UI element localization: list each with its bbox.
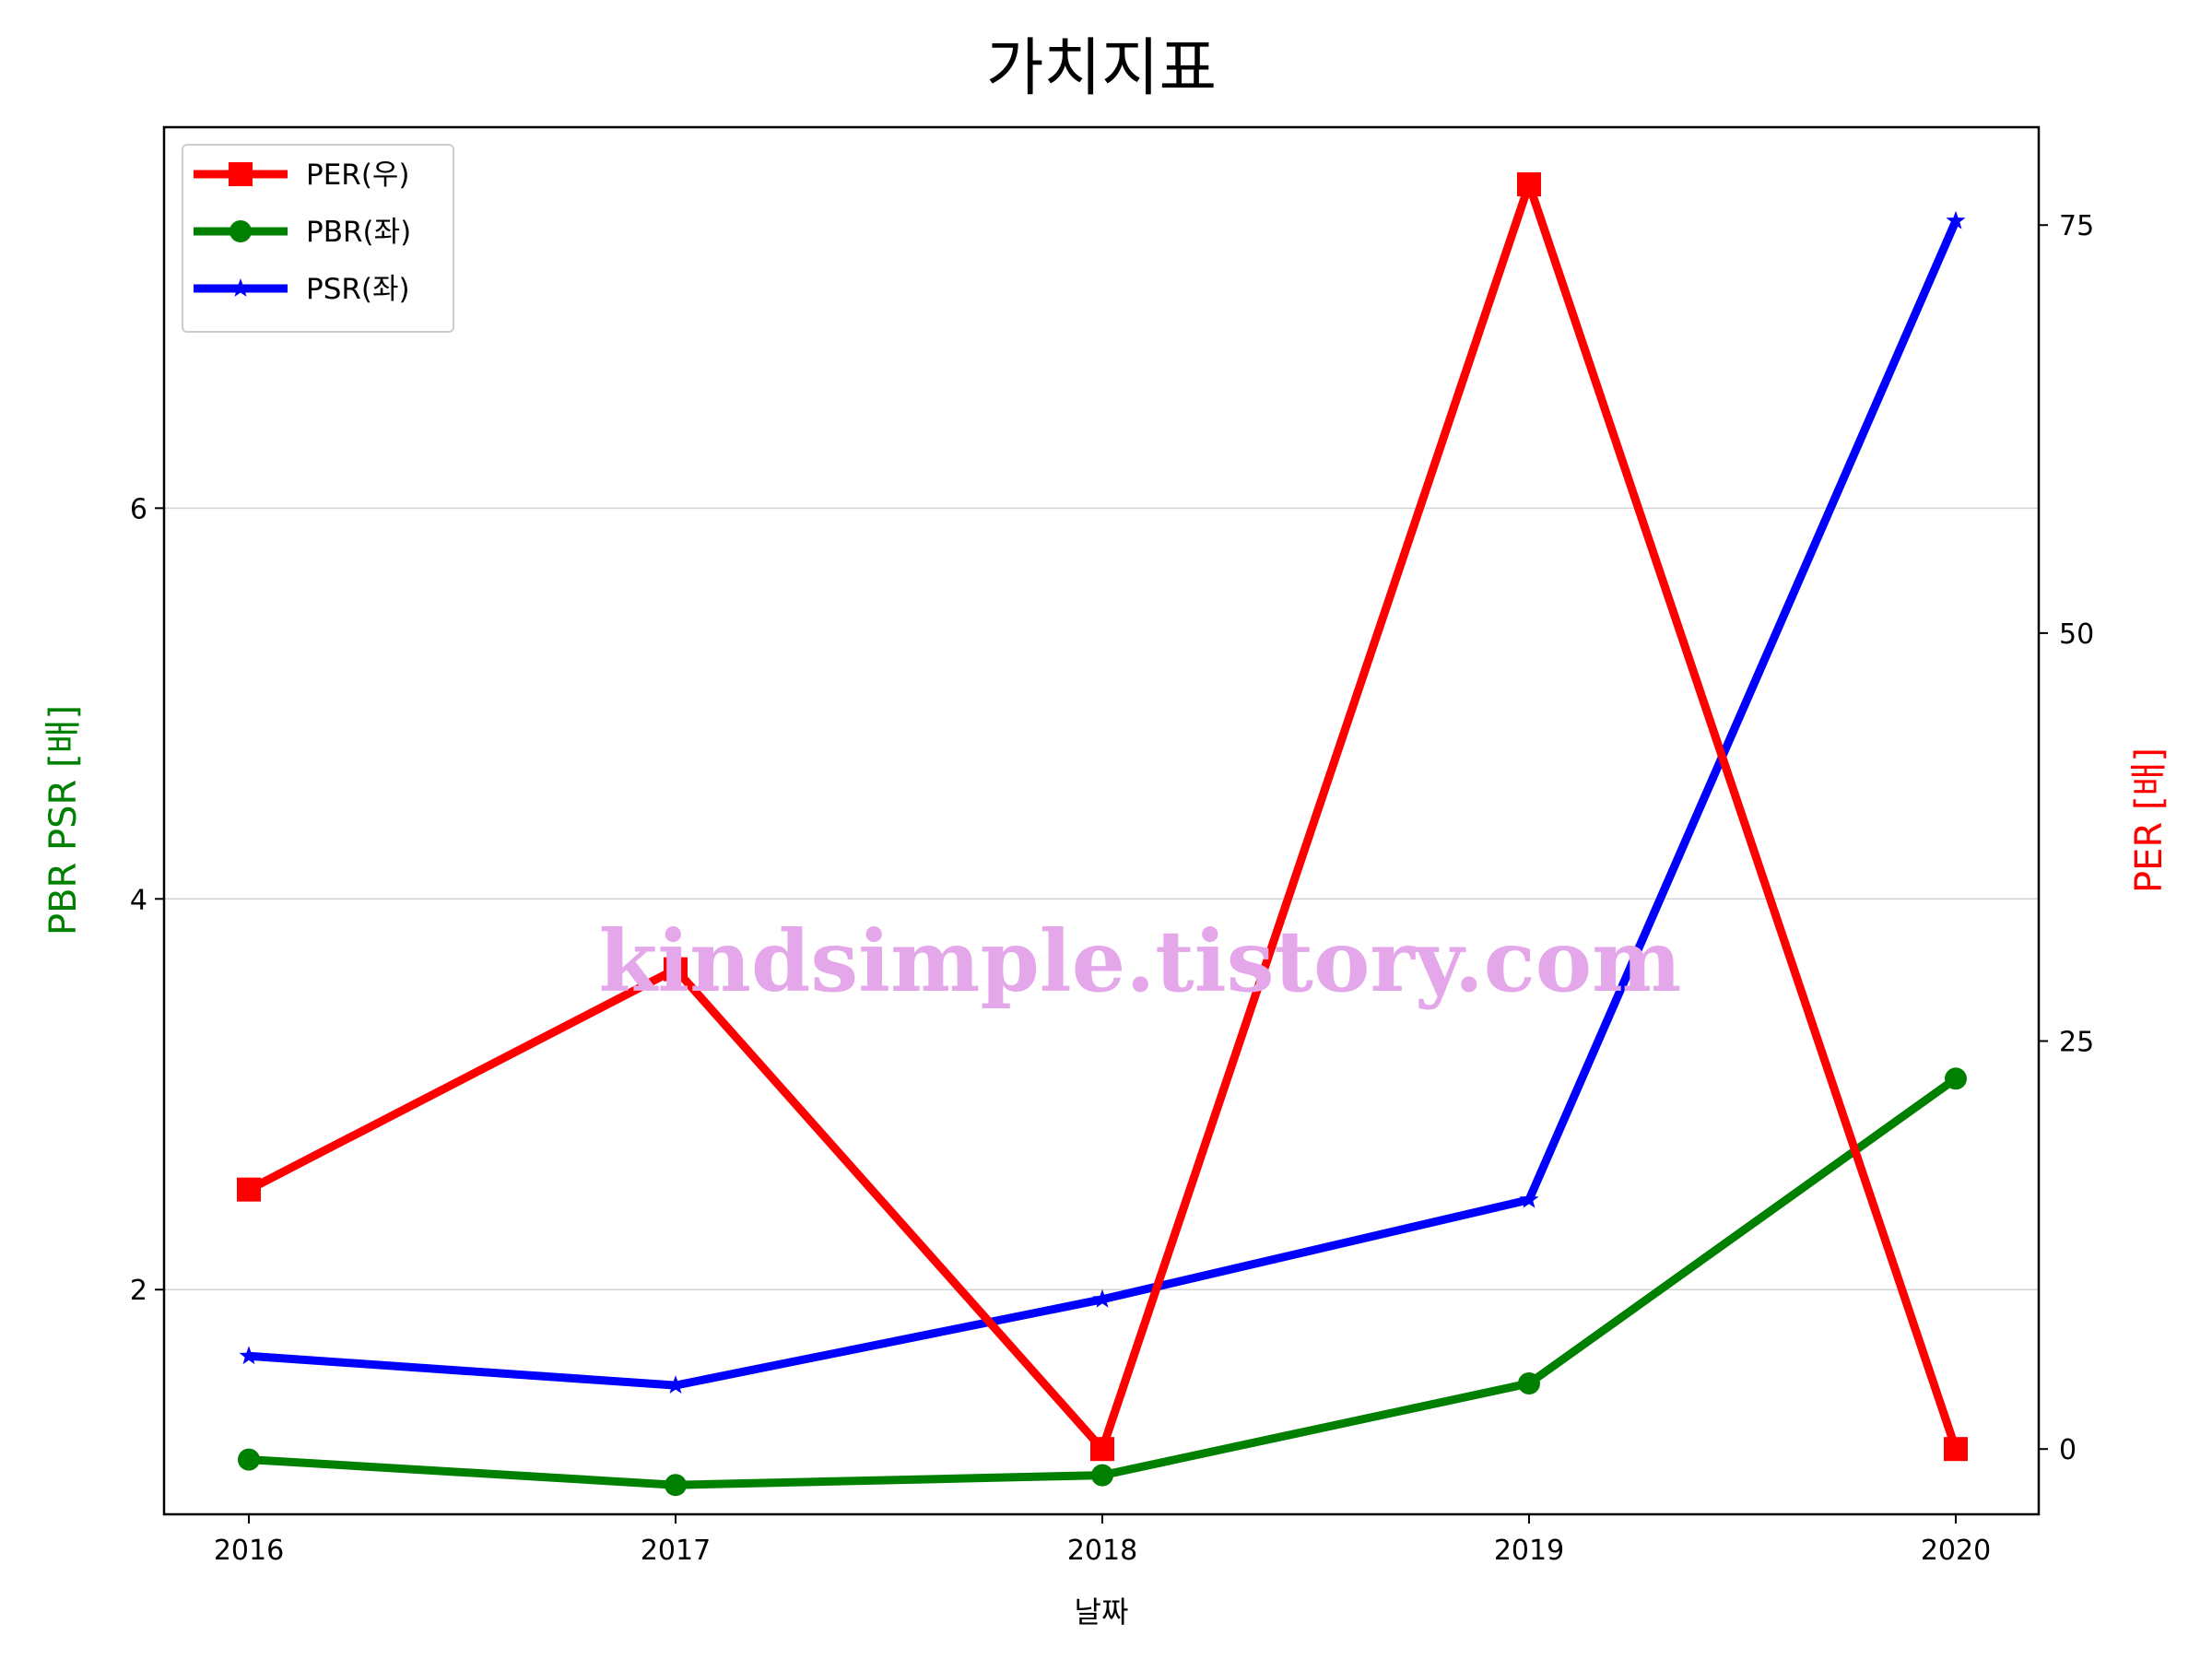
data-point-2019: [1519, 1189, 1539, 1208]
x-tick-label-2018: 2018: [1067, 1535, 1137, 1567]
series-pbr: [238, 1067, 1967, 1497]
y-axis-right-label: PER [배]: [2128, 747, 2171, 893]
y-right-tick-label-0: 0: [2059, 1434, 2077, 1466]
series-line: [244, 1074, 1960, 1489]
y-axis-left-label: PBR PSR [배]: [42, 705, 85, 935]
legend-item-1: PBR(좌): [194, 216, 411, 249]
legend-item-2: PSR(좌): [194, 273, 410, 306]
y-left-tick-label-6: 6: [130, 493, 147, 525]
data-point-2020: [1946, 210, 1966, 229]
y-right-tick-label-25: 25: [2059, 1027, 2094, 1059]
legend-label: PSR(좌): [306, 273, 410, 306]
legend: PER(우) PBR(좌) PSR(좌): [182, 144, 454, 333]
y-right-tick-label-75: 75: [2059, 210, 2094, 242]
data-point-2017: [664, 957, 688, 982]
x-axis-label: 날짜: [1075, 1594, 1129, 1630]
data-point-2020: [1945, 1067, 1967, 1090]
data-point-2019: [1518, 1371, 1540, 1394]
legend-marker-icon: [230, 278, 251, 297]
y-left-tick-label-4: 4: [130, 884, 147, 916]
series-per: [237, 171, 1968, 1462]
legend-item-0: PER(우): [194, 159, 410, 192]
legend-label: PER(우): [306, 159, 410, 192]
x-tick-label-2020: 2020: [1921, 1535, 1991, 1567]
y-right-tick-label-50: 50: [2059, 618, 2094, 651]
data-point-2020: [1944, 1437, 1968, 1462]
data-point-2018: [1091, 1464, 1113, 1487]
x-tick-label-2016: 2016: [214, 1535, 284, 1567]
data-point-2016: [238, 1448, 260, 1471]
chart-title: 가치지표: [986, 32, 1217, 105]
plot-frame: [162, 125, 2041, 1516]
legend-label: PBR(좌): [306, 216, 411, 249]
axis-ticks: 2 4 6 0 25 50 75 2016 2017 2018 2019 2020: [130, 210, 2094, 1567]
data-point-2018: [1090, 1437, 1114, 1462]
data-point-2016: [239, 1346, 259, 1365]
data-point-2016: [237, 1177, 261, 1202]
data-point-2017: [665, 1474, 687, 1497]
grid-lines: [164, 507, 2039, 1290]
series-psr: [239, 210, 1966, 1394]
x-tick-label-2019: 2019: [1494, 1535, 1564, 1567]
data-point-2017: [665, 1375, 686, 1394]
series-lines: [237, 171, 1968, 1497]
data-point-2019: [1517, 171, 1541, 196]
legend-marker-icon: [229, 162, 253, 186]
y-left-tick-label-2: 2: [130, 1275, 147, 1307]
legend-marker-icon: [229, 220, 252, 242]
series-line: [244, 217, 1960, 1390]
legend-items: PER(우) PBR(좌) PSR(좌): [194, 159, 411, 306]
data-point-2018: [1092, 1288, 1112, 1308]
watermark: kindsimple.tistory.com: [598, 912, 1681, 1011]
x-tick-label-2017: 2017: [641, 1535, 711, 1567]
